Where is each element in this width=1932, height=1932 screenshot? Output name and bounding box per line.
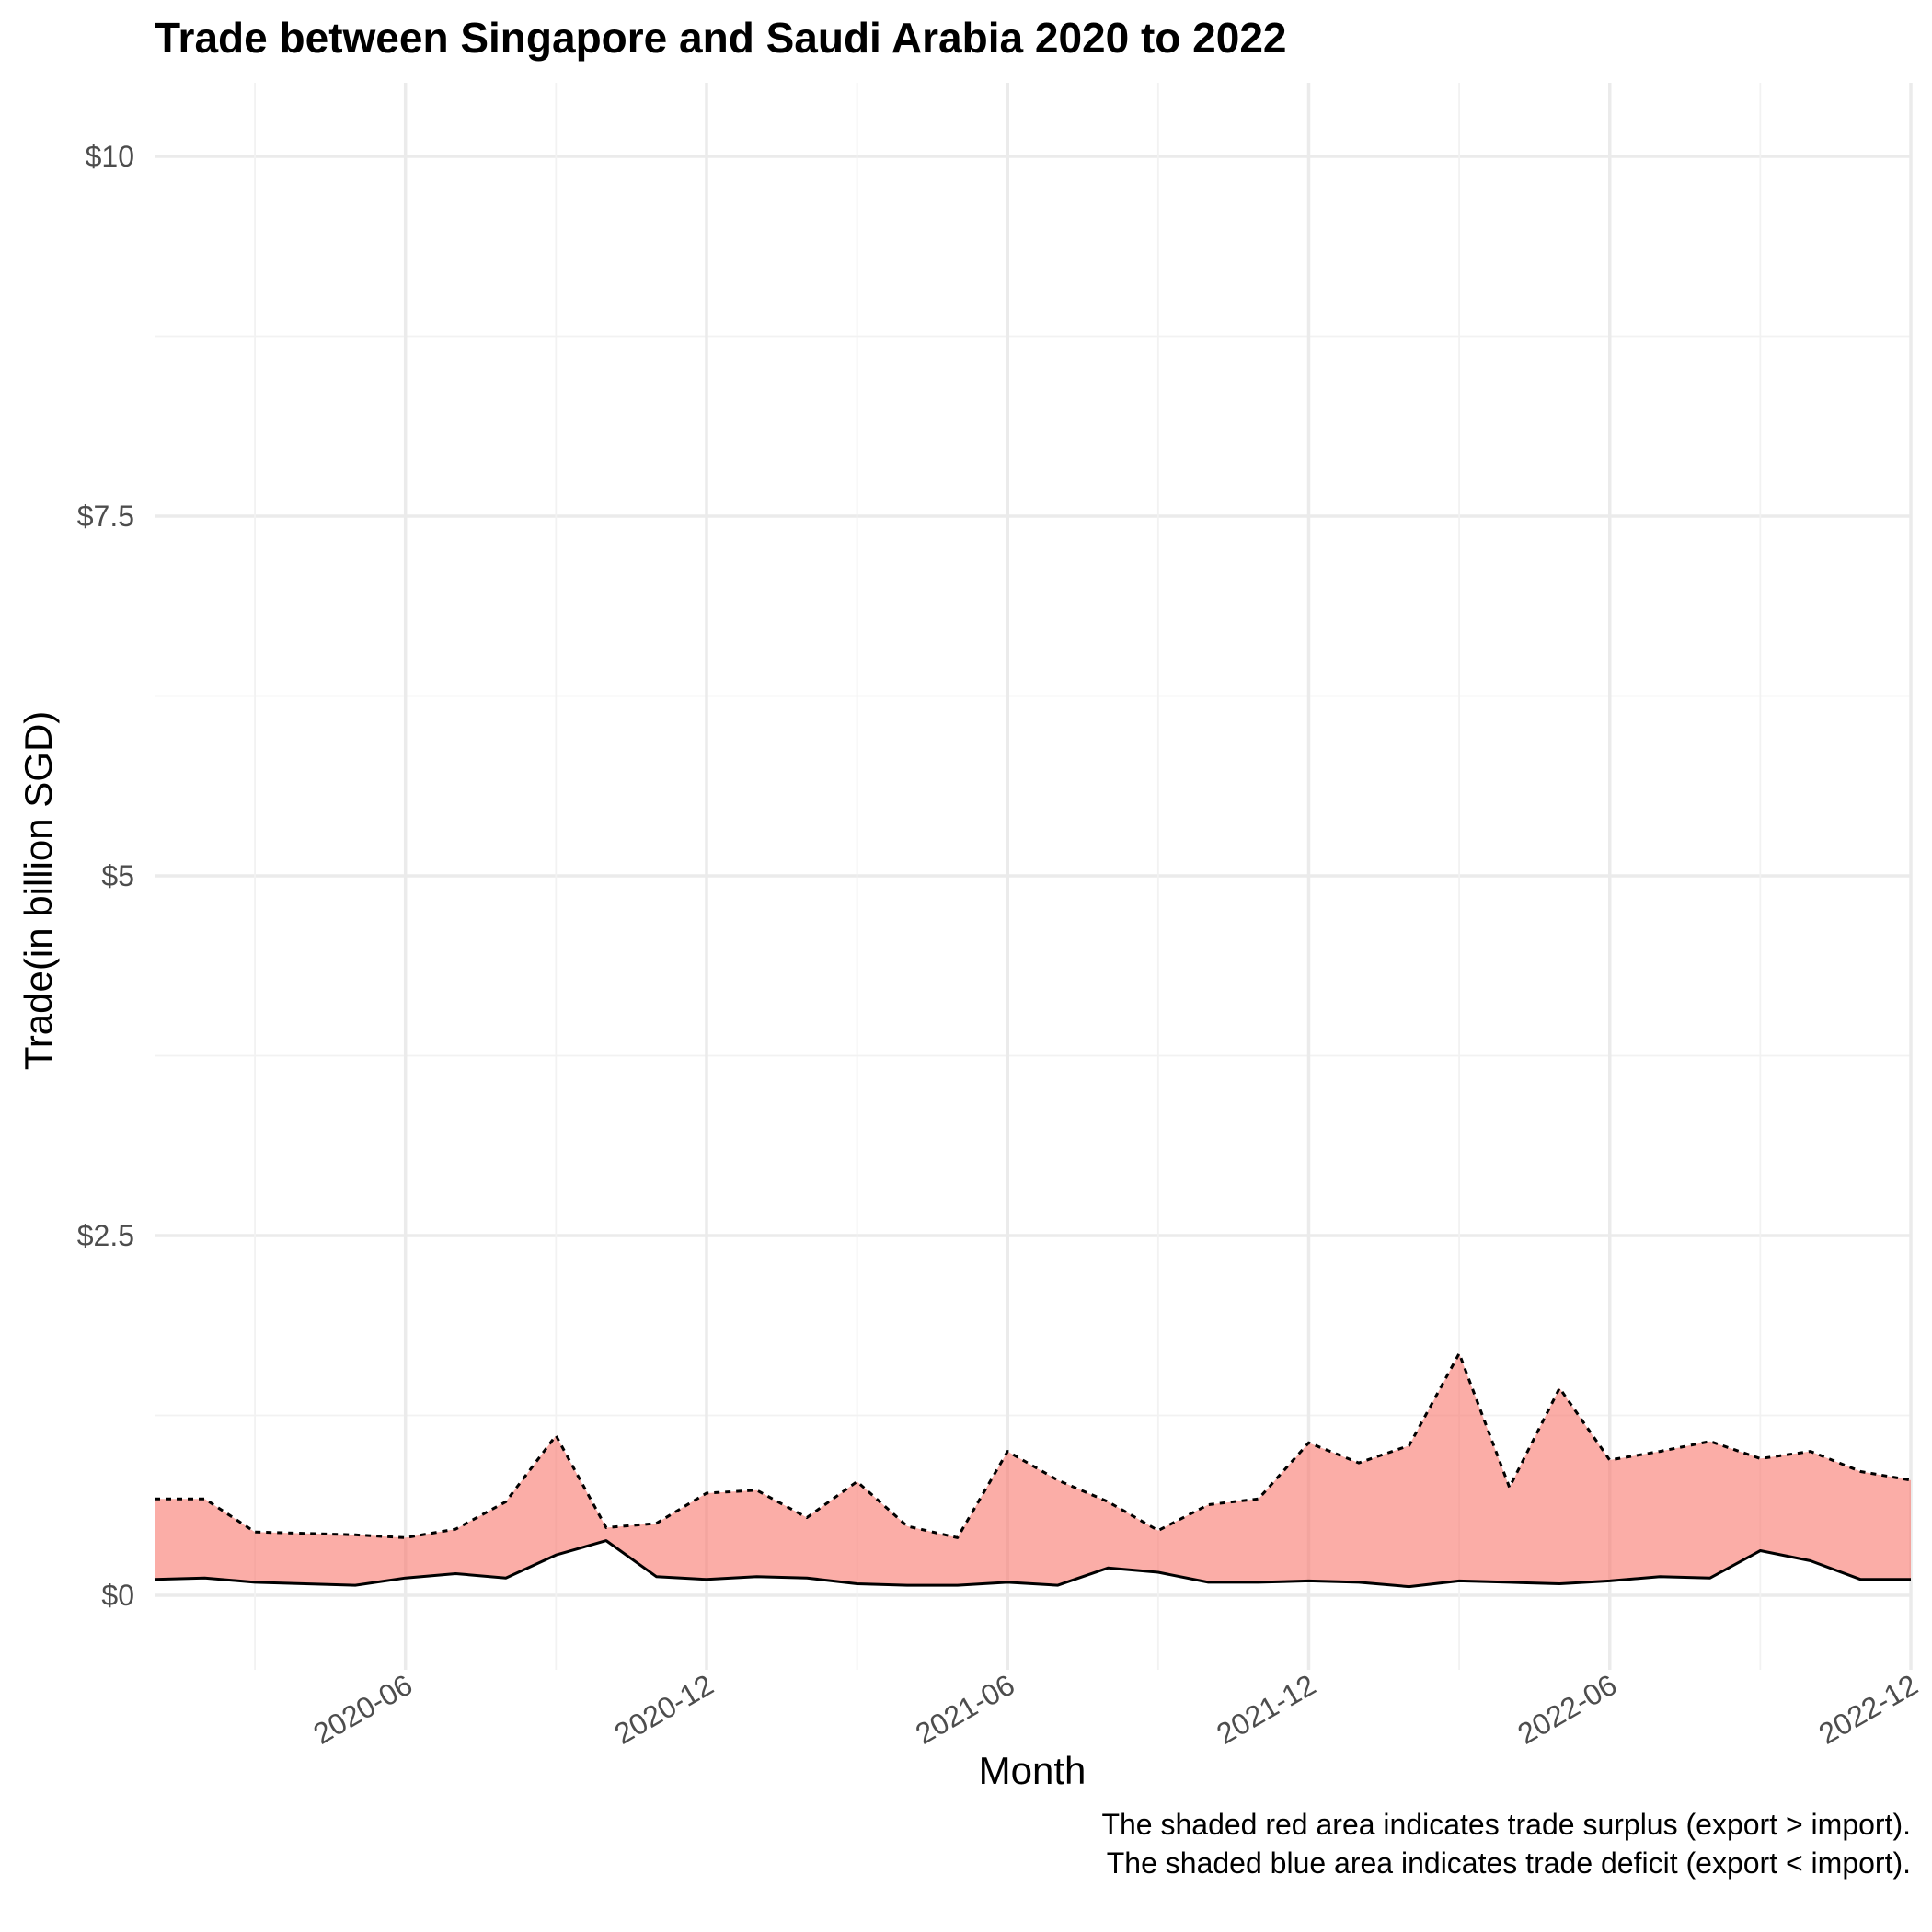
x-tick-label: 2022-12 — [1813, 1668, 1924, 1751]
grid — [155, 83, 1913, 1670]
y-tick-label: $5 — [101, 859, 134, 892]
surplus-area — [155, 1353, 1911, 1587]
chart-title: Trade between Singapore and Saudi Arabia… — [155, 14, 1287, 62]
x-tick-label: 2020-12 — [609, 1668, 719, 1751]
caption-line-1: The shaded red area indicates trade surp… — [1101, 1808, 1911, 1841]
x-tick-label: 2021-06 — [910, 1668, 1020, 1751]
y-tick-label: $7.5 — [77, 500, 134, 533]
x-axis-ticks: 2020-06 2020-12 2021-06 2021-12 2022-06 2022-… — [308, 1668, 1924, 1751]
x-tick-label: 2020-06 — [308, 1668, 419, 1751]
x-tick-label: 2021-12 — [1211, 1668, 1321, 1751]
series-line-2 — [154, 1539, 1911, 1589]
y-tick-label: $2.5 — [77, 1219, 134, 1252]
y-tick-label: $0 — [101, 1579, 134, 1612]
y-tick-label: $10 — [86, 140, 134, 173]
x-axis-title: Month — [979, 1749, 1087, 1792]
series-line-1 — [155, 1351, 1912, 1539]
y-axis-title: Trade(in billion SGD) — [17, 711, 60, 1071]
series-lines — [154, 1351, 1912, 1589]
x-tick-label: 2022-06 — [1512, 1668, 1623, 1751]
caption-line-2: The shaded blue area indicates trade def… — [1107, 1846, 1911, 1880]
shaded-areas — [155, 1353, 1911, 1587]
y-axis-ticks: $0 $2.5 $5 $7.5 $10 — [77, 140, 134, 1612]
